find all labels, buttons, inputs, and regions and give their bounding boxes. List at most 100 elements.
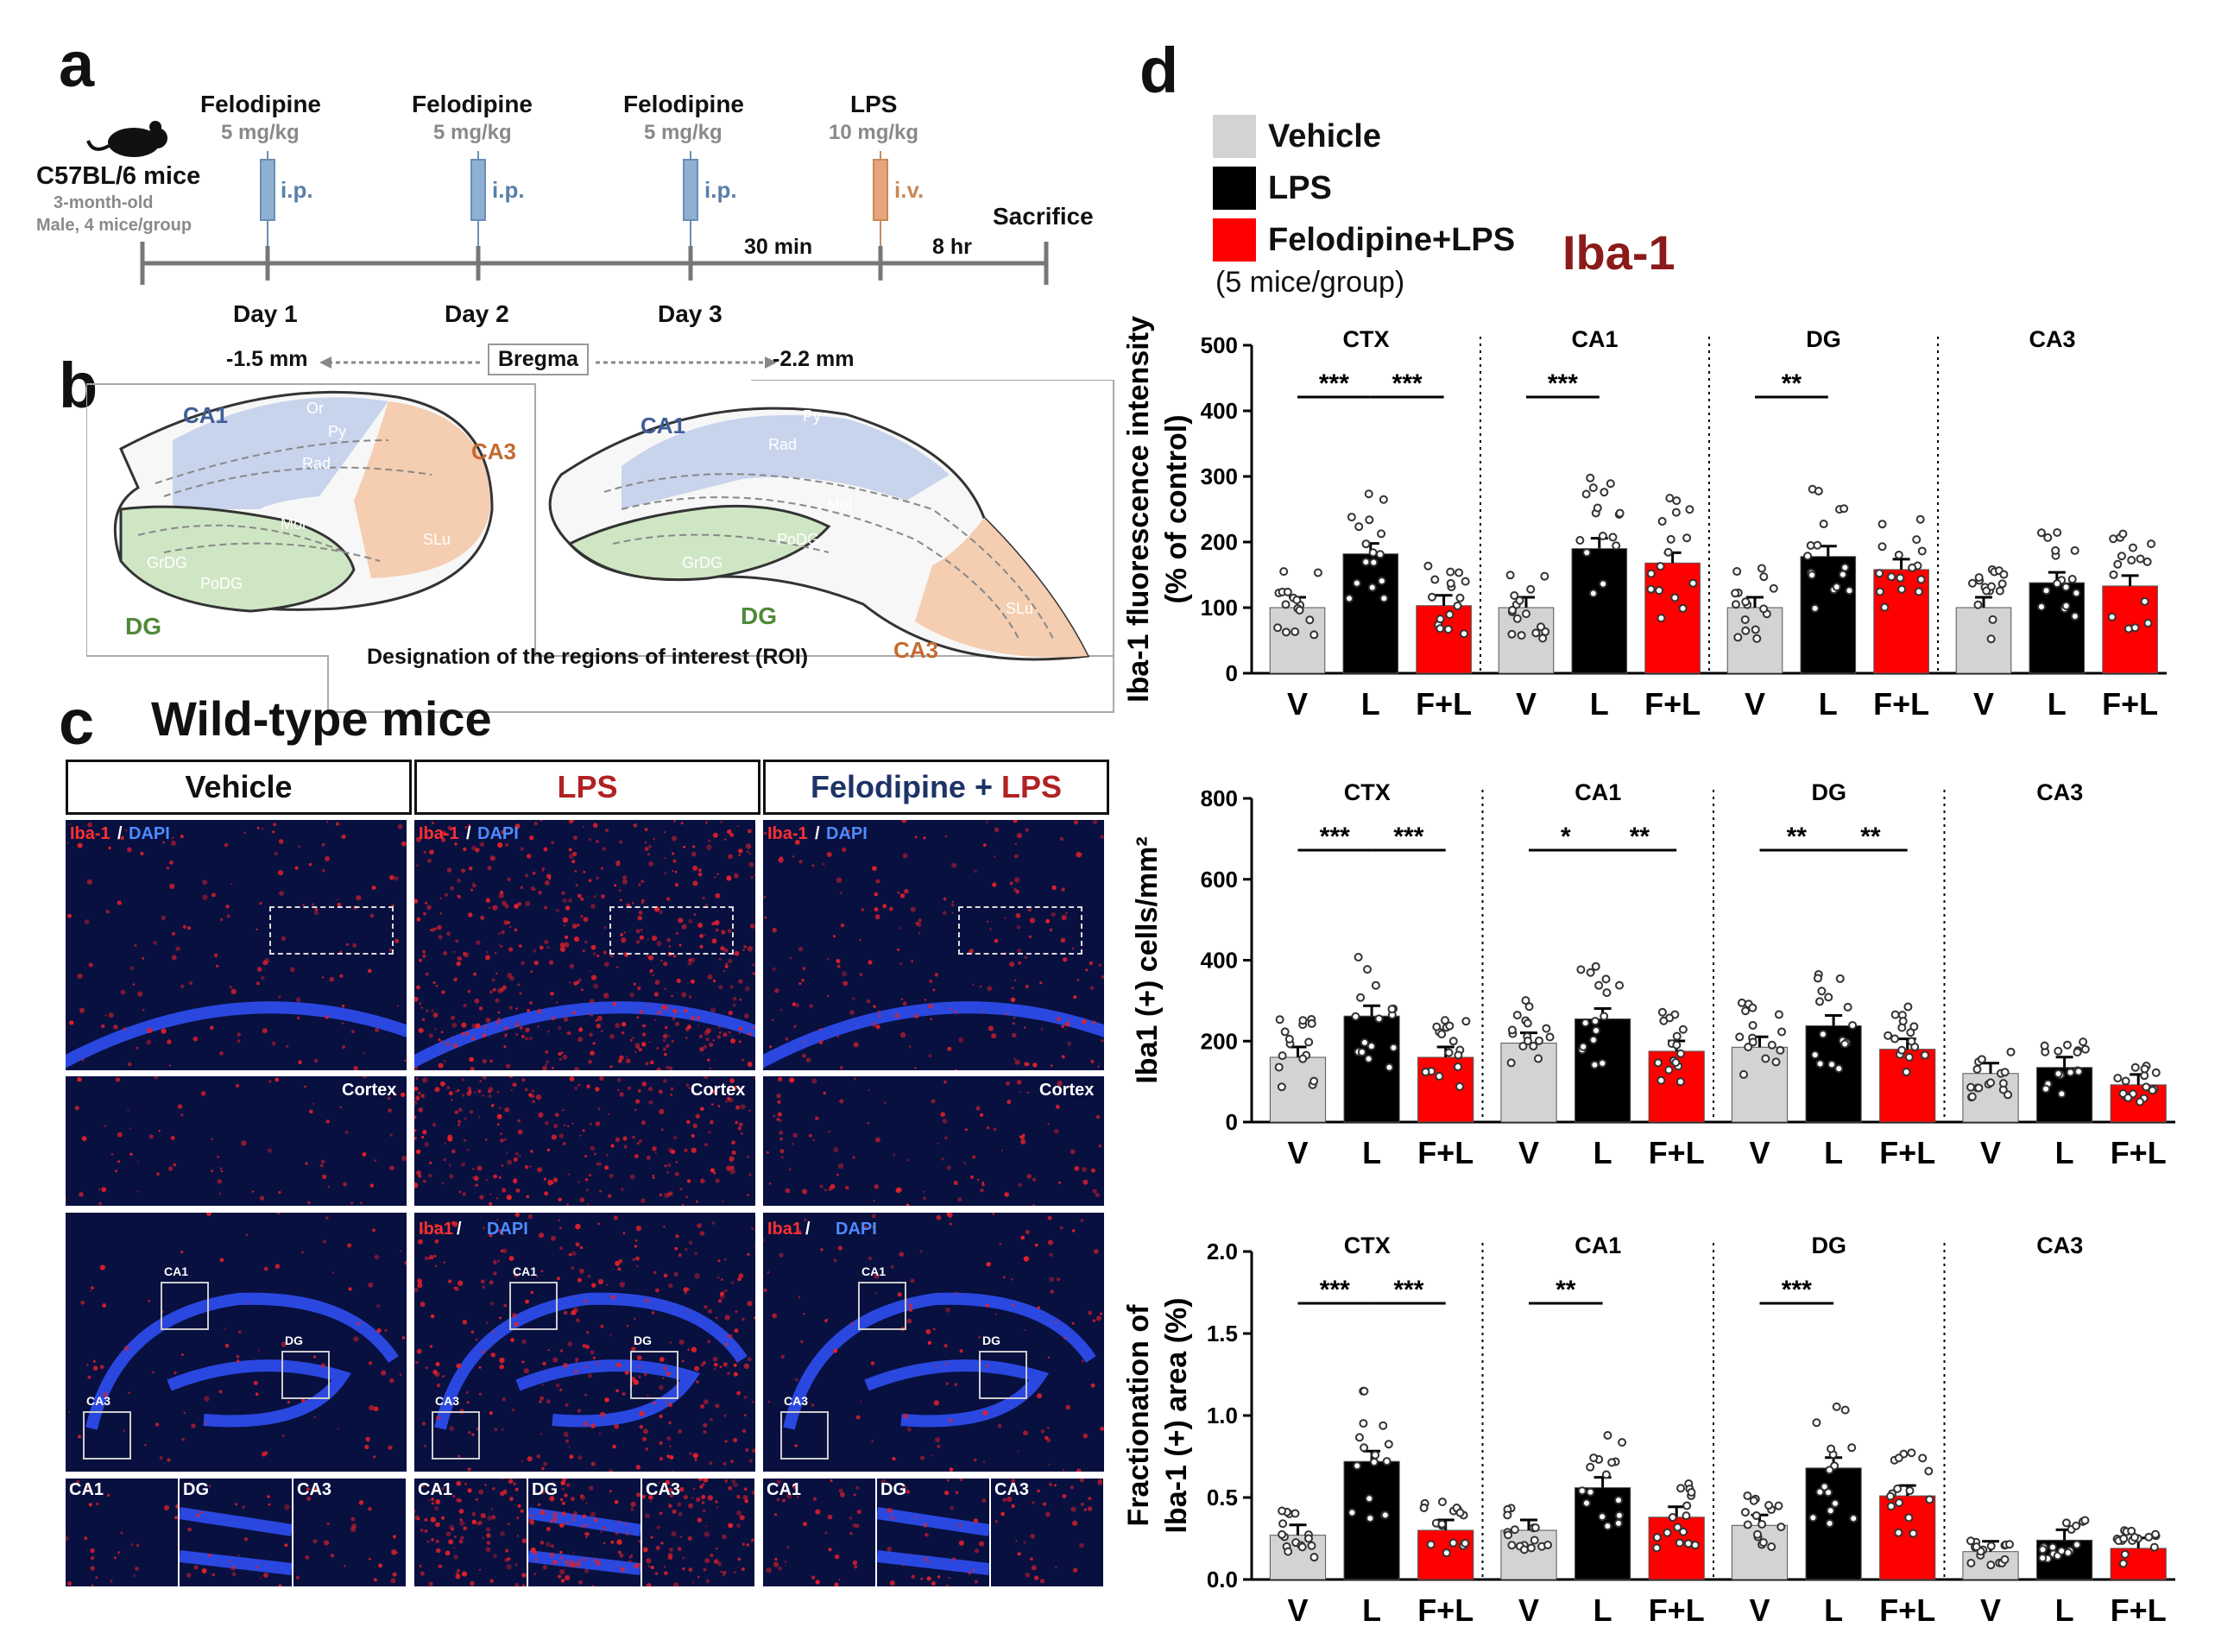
- data-point: [1818, 1030, 1827, 1039]
- column-header-felodipine-lps: Felodipine + LPS: [763, 760, 1109, 815]
- data-point: [1974, 573, 1984, 583]
- data-point: [1675, 1538, 1684, 1548]
- atlas-ca3-left: CA3: [471, 438, 517, 464]
- micrograph-label: CA1: [767, 1480, 802, 1499]
- data-point: [1374, 1014, 1384, 1024]
- data-point: [1545, 1032, 1555, 1042]
- data-point: [1897, 1023, 1907, 1032]
- data-point: [1521, 996, 1530, 1006]
- data-point: [2107, 612, 2117, 621]
- data-point: [1776, 1045, 1785, 1055]
- micrograph-roi-2-2-image: [991, 1479, 1103, 1586]
- dose-label-3: 5 mg/kg: [644, 121, 723, 144]
- data-point: [2147, 539, 2156, 549]
- micrograph-label: Iba-1: [767, 824, 808, 843]
- data-point: [1453, 601, 1462, 610]
- data-point: [1752, 634, 1762, 643]
- data-point: [1966, 1536, 1975, 1546]
- data-point: [1743, 1520, 1752, 1529]
- data-point: [1615, 508, 1625, 518]
- data-point: [1999, 570, 2009, 579]
- atlas-ca1-right: CA1: [641, 413, 686, 438]
- data-point: [1657, 1075, 1666, 1085]
- layer-slu-right: SLu: [1006, 600, 1034, 617]
- x-tick-label: V: [1749, 1135, 1770, 1170]
- y-tick-label: 500: [1201, 332, 1238, 358]
- data-point: [1278, 1051, 1287, 1061]
- drug-label-2: Felodipine: [412, 91, 533, 117]
- data-point: [1382, 1457, 1391, 1466]
- x-tick-label: F+L: [1644, 686, 1701, 722]
- data-point: [1652, 1533, 1662, 1542]
- data-point: [1894, 1453, 1903, 1463]
- dose-label-2: 5 mg/kg: [433, 121, 512, 144]
- data-point: [1575, 536, 1585, 545]
- micrograph-roi-2-1-image: [877, 1479, 989, 1586]
- coord-right: -2.2 mm: [773, 347, 855, 371]
- micrograph-title: Wild-type mice: [151, 691, 492, 746]
- data-point: [1840, 1039, 1850, 1049]
- data-point: [1586, 1487, 1595, 1497]
- data-point: [1603, 1431, 1612, 1441]
- layer-py-left: Py: [328, 423, 347, 440]
- data-point: [2080, 1516, 2090, 1525]
- data-point: [1771, 1057, 1781, 1067]
- data-point: [1758, 1538, 1768, 1548]
- x-tick-label: V: [1980, 1592, 2001, 1628]
- data-point: [2038, 1545, 2048, 1554]
- data-point: [2118, 529, 2128, 539]
- data-point: [1824, 993, 1833, 1002]
- data-point: [1347, 1508, 1357, 1517]
- data-point: [1920, 1050, 1929, 1060]
- data-point: [1313, 568, 1322, 577]
- data-point: [1966, 1082, 1976, 1092]
- micrograph-label: DG: [982, 1334, 1000, 1347]
- data-point: [1897, 1045, 1907, 1055]
- data-point: [1733, 633, 1743, 642]
- data-point: [1385, 1062, 1394, 1072]
- data-point: [1880, 602, 1890, 612]
- data-point: [1455, 568, 1464, 577]
- y-axis-label: Iba1 (+) cells/mm²: [1131, 836, 1164, 1083]
- x-tick-label: L: [2055, 1135, 2074, 1170]
- data-point: [1748, 1003, 1757, 1012]
- significance-label: **: [1556, 1276, 1576, 1304]
- data-point: [1918, 1453, 1928, 1463]
- micrograph-hippocampus-0-image: [66, 1213, 407, 1472]
- data-point: [1840, 504, 1849, 514]
- data-point: [1904, 1513, 1914, 1523]
- panel-label-a: a: [59, 28, 95, 100]
- data-point: [1423, 561, 1433, 571]
- data-point: [1589, 1035, 1599, 1044]
- significance-label: **: [1782, 369, 1802, 398]
- data-point: [1512, 1011, 1522, 1020]
- data-point: [1830, 1498, 1840, 1508]
- data-point: [1614, 1496, 1624, 1505]
- data-point: [1354, 522, 1364, 532]
- y-axis-label: (% of control): [1160, 414, 1193, 603]
- data-point: [1613, 1518, 1623, 1528]
- data-point: [1675, 1077, 1685, 1087]
- micrograph-overview-1-image: [414, 820, 755, 1070]
- data-point: [2043, 533, 2053, 542]
- data-point: [2067, 575, 2077, 584]
- data-point: [1682, 1511, 1691, 1521]
- bar-ca3-f-l: [2110, 1548, 2167, 1580]
- micrograph-hippocampus-0: CA1 DG CA3: [66, 1213, 407, 1472]
- atlas-caption: Designation of the regions of interest (…: [367, 645, 809, 669]
- region-label: CA3: [2029, 326, 2075, 352]
- data-point: [1646, 584, 1656, 594]
- data-point: [1309, 630, 1319, 640]
- data-point: [1887, 572, 1896, 582]
- data-point: [1427, 592, 1436, 602]
- data-point: [2061, 583, 2071, 592]
- data-point: [1371, 1450, 1380, 1460]
- data-point: [1443, 625, 1453, 634]
- data-point: [1361, 539, 1371, 549]
- data-point: [1534, 1036, 1543, 1045]
- data-point: [1832, 1402, 1841, 1411]
- data-point: [1894, 1528, 1903, 1537]
- region-label: CA3: [2036, 1233, 2083, 1258]
- micrograph-hippocampus-2-image: [763, 1213, 1104, 1472]
- data-point: [1909, 1529, 1918, 1538]
